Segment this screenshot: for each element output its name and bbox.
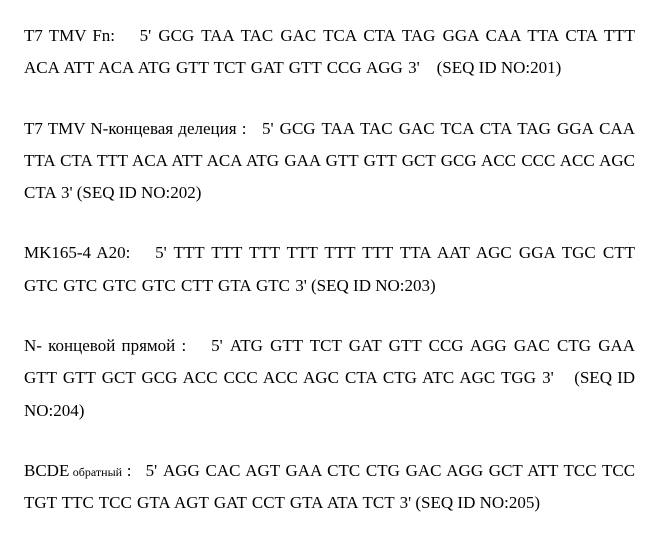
spacer: [136, 461, 141, 480]
entry-label: N- концевой прямой :: [24, 336, 186, 355]
sequence-entry: BCDE обратный : 5' AGG CAC AGT GAA CTC C…: [24, 455, 635, 520]
entry-label: T7 TMV N-концевая делеция :: [24, 119, 246, 138]
spacer: [559, 368, 569, 387]
sequence-entry: T7 TMV N-концевая делеция : 5' GCG TAA T…: [24, 113, 635, 210]
spacer: [252, 119, 257, 138]
entry-label-tail: :: [122, 461, 131, 480]
entry-label: T7 TMV Fn:: [24, 26, 115, 45]
entry-seqid: (SEQ ID NO:202): [77, 183, 202, 202]
spacer: [192, 336, 204, 355]
spacer: [424, 58, 433, 77]
spacer: [137, 243, 149, 262]
entry-label: MK165-4 A20:: [24, 243, 130, 262]
entry-seqid: (SEQ ID NO:205): [415, 493, 540, 512]
spacer: [121, 26, 133, 45]
entry-seqid: (SEQ ID NO:201): [437, 58, 562, 77]
entry-label-sub: обратный: [69, 465, 122, 479]
sequence-entry: N- концевой прямой : 5' ATG GTT TCT GAT …: [24, 330, 635, 427]
entry-seqid: (SEQ ID NO:203): [311, 276, 436, 295]
entry-label-main: BCDE: [24, 461, 69, 480]
sequence-entry: T7 TMV Fn: 5' GCG TAA TAC GAC TCA CTA TA…: [24, 20, 635, 85]
sequence-entry: MK165-4 A20: 5' TTT TTT TTT TTT TTT TTT …: [24, 237, 635, 302]
